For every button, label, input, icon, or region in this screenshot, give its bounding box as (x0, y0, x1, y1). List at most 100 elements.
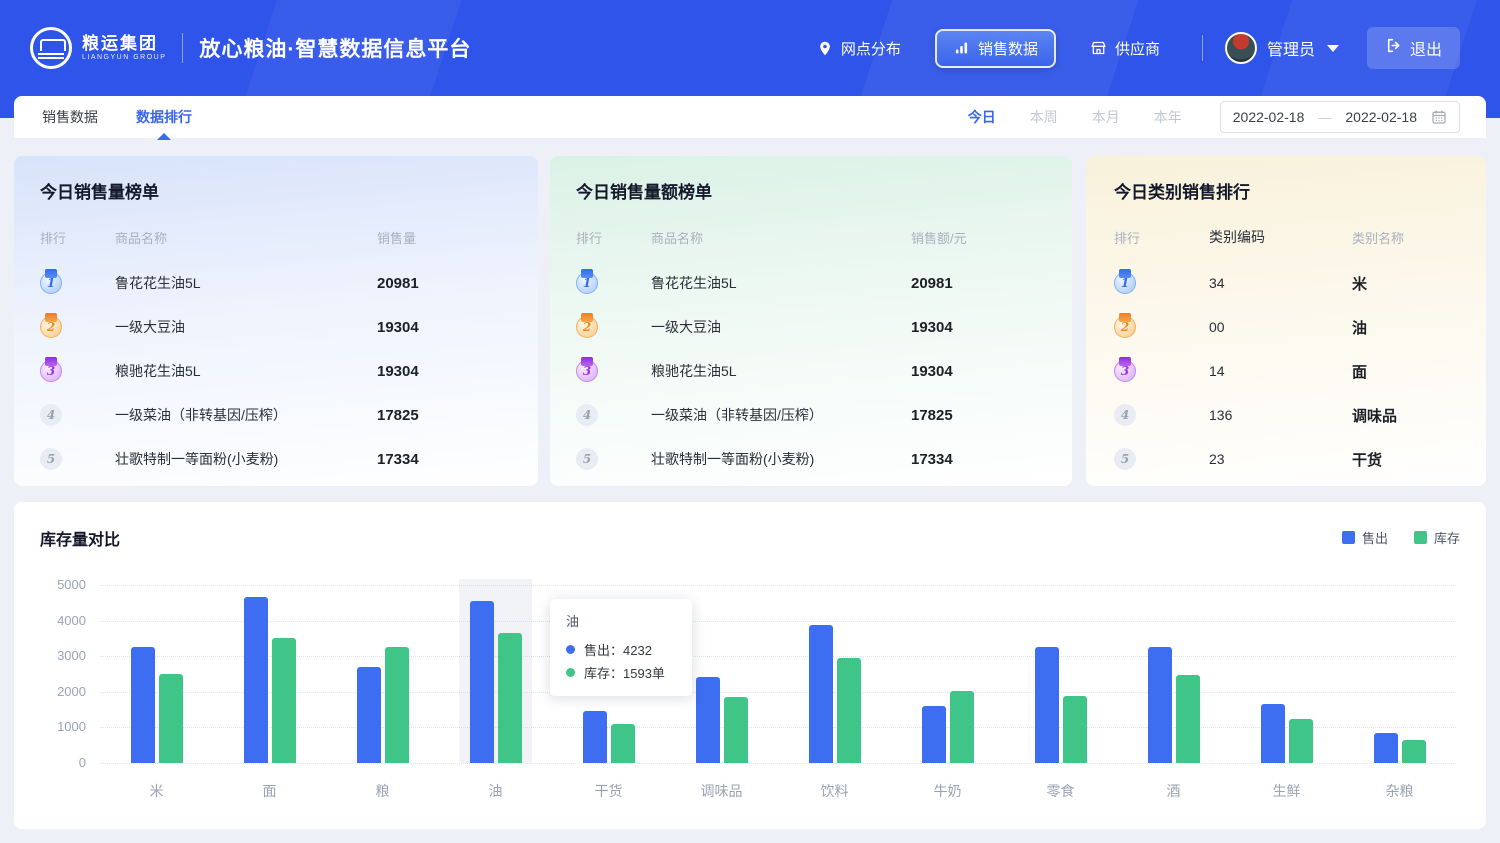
divider (1201, 35, 1203, 61)
rank-row: 1 鲁花花生油5L 20981 (40, 261, 512, 305)
chart-bar-库存-饮料[interactable] (836, 657, 861, 763)
chart-bar-库存-酒[interactable] (1175, 675, 1200, 763)
chevron-down-icon[interactable] (1326, 44, 1339, 52)
tooltip-category: 油 (566, 614, 580, 629)
y-tick-label: 5000 (57, 577, 86, 592)
rank-row: 2 一级大豆油 19304 (40, 305, 512, 349)
chart-bar-售出-杂粮[interactable] (1373, 732, 1398, 763)
date-separator: — (1318, 109, 1332, 125)
chart-bar-库存-米[interactable] (158, 674, 183, 763)
user-menu[interactable]: 管理员 (1224, 32, 1339, 64)
x-tick-label: 面 (262, 783, 277, 799)
chart-bar-售出-油[interactable] (469, 601, 494, 763)
rank-cell: 3 (1114, 360, 1209, 382)
rank-row: 1 34 米 (1114, 261, 1458, 305)
brand: 粮运集团 LIANGYUN GROUP 放心粮油·智慧数据信息平台 (30, 27, 471, 69)
logout-button[interactable]: 退出 (1366, 27, 1460, 69)
medal-rank-2: 2 (1114, 316, 1136, 338)
chart-bar-售出-干货[interactable] (582, 711, 607, 763)
category-name: 调味品 (1352, 407, 1398, 425)
column-header: 类别编码 (1209, 229, 1265, 245)
date-start[interactable]: 2022-02-18 (1232, 109, 1305, 125)
chart-bar-售出-面[interactable] (243, 597, 268, 763)
chart-bar-售出-生鲜[interactable] (1260, 704, 1285, 763)
rank-value: 19304 (911, 318, 953, 336)
brand-subname: LIANGYUN GROUP (82, 53, 167, 61)
legend-label: 售出 (1361, 531, 1388, 546)
quick-range-1[interactable]: 本周 (1029, 109, 1058, 125)
column-header: 类别名称 (1352, 230, 1405, 246)
nav-item-location-pin[interactable]: 网点分布 (801, 29, 917, 68)
chart-bar-库存-油[interactable] (497, 633, 522, 763)
page-title: 放心粮油·智慧数据信息平台 (199, 38, 472, 61)
chart-tooltip: 油 售出：4232 库存：1593单 (550, 599, 692, 696)
legend-swatch (1413, 531, 1427, 544)
product-name: 一级大豆油 (115, 319, 185, 335)
rank-cell: 4 (1114, 404, 1209, 426)
logout-icon (1385, 37, 1402, 59)
nav-item-label: 网点分布 (840, 40, 901, 58)
tooltip-row: 售出：4232 (566, 638, 678, 661)
rank-cell: 5 (40, 448, 115, 470)
medal-rank-1: 1 (1114, 272, 1136, 294)
avatar[interactable] (1224, 32, 1257, 64)
category-rank-card: 今日类别销售排行 排行 类别编码 类别名称 1 34 米 2 00 油 3 14 面 4 136 调味品 5 23… (1086, 156, 1486, 486)
chart-bar-售出-酒[interactable] (1147, 646, 1172, 763)
legend-item-库存[interactable]: 库存 (1413, 528, 1460, 547)
chart-bar-库存-干货[interactable] (610, 723, 635, 763)
product-name: 粮驰花生油5L (651, 363, 737, 379)
product-name: 一级菜油（非转基因/压榨） (651, 407, 823, 423)
tab-1[interactable]: 数据排行 (134, 95, 194, 140)
chart-bar-库存-粮[interactable] (384, 647, 409, 763)
chart-bar-售出-饮料[interactable] (808, 624, 833, 763)
rank-row: 3 14 面 (1114, 349, 1458, 393)
chart-bar-库存-杂粮[interactable] (1401, 739, 1426, 763)
chart-bar-售出-调味品[interactable] (695, 676, 720, 763)
medal-rank-2: 2 (576, 316, 598, 338)
brand-name: 粮运集团 (82, 33, 158, 53)
brand-logo (30, 27, 72, 69)
logout-label: 退出 (1409, 42, 1442, 59)
quick-range-2[interactable]: 本月 (1091, 109, 1120, 125)
y-tick-label: 0 (78, 755, 86, 770)
rank-card-inner: 今日销售量额榜单 排行 商品名称 销售额/元 1 鲁花花生油5L 20981 2 一级大豆油 19… (550, 156, 1072, 481)
chart-bar-库存-面[interactable] (271, 637, 296, 763)
chart-bar-库存-调味品[interactable] (723, 697, 748, 763)
calendar-icon[interactable] (1431, 109, 1447, 125)
rank-row: 1 鲁花花生油5L 20981 (576, 261, 1046, 305)
rank-value: 19304 (377, 318, 419, 336)
active-tab-indicator (157, 133, 171, 140)
nav-item-label: 供应商 (1114, 40, 1160, 58)
x-tick-label: 饮料 (820, 783, 849, 799)
medal-rank-4: 4 (1114, 404, 1136, 426)
user-name: 管理员 (1266, 42, 1315, 59)
rank-rows: 1 鲁花花生油5L 20981 2 一级大豆油 19304 3 粮驰花生油5L 19304 4 一级… (576, 261, 1046, 481)
rank-table-header: 排行 商品名称 销售量 (40, 227, 512, 247)
legend-item-售出[interactable]: 售出 (1341, 528, 1388, 547)
chart-bar-库存-生鲜[interactable] (1288, 719, 1313, 763)
tab-0[interactable]: 销售数据 (42, 109, 98, 125)
store-icon (1090, 40, 1107, 56)
gridline (100, 656, 1456, 658)
y-tick-label: 2000 (57, 683, 86, 699)
chart-bar-售出-粮[interactable] (356, 666, 381, 763)
chart-bar-售出-牛奶[interactable] (921, 706, 946, 763)
medal-rank-3: 3 (40, 360, 62, 382)
chart-bar-库存-零食[interactable] (1062, 696, 1087, 763)
medal-rank-4: 4 (40, 404, 62, 426)
chart-bar-库存-牛奶[interactable] (949, 691, 974, 763)
quick-range-3[interactable]: 本年 (1153, 109, 1182, 125)
chart-bar-售出-米[interactable] (130, 647, 155, 763)
nav-item-bar-chart[interactable]: 销售数据 (934, 28, 1056, 68)
product-name: 粮驰花生油5L (115, 363, 201, 379)
date-range-picker[interactable]: 2022-02-18 — 2022-02-18 (1219, 101, 1460, 133)
rank-row: 4 一级菜油（非转基因/压榨） 17825 (576, 393, 1046, 437)
date-end[interactable]: 2022-02-18 (1345, 109, 1417, 125)
quick-range-0[interactable]: 今日 (967, 109, 996, 125)
date-quick-ranges: 今日 本周 本月 本年 (968, 107, 1182, 127)
rank-row: 2 一级大豆油 19304 (576, 305, 1046, 349)
chart-bar-售出-零食[interactable] (1034, 646, 1059, 763)
rank-cell: 1 (40, 272, 115, 294)
rank-cell: 3 (40, 360, 115, 382)
nav-item-store[interactable]: 供应商 (1074, 29, 1176, 68)
